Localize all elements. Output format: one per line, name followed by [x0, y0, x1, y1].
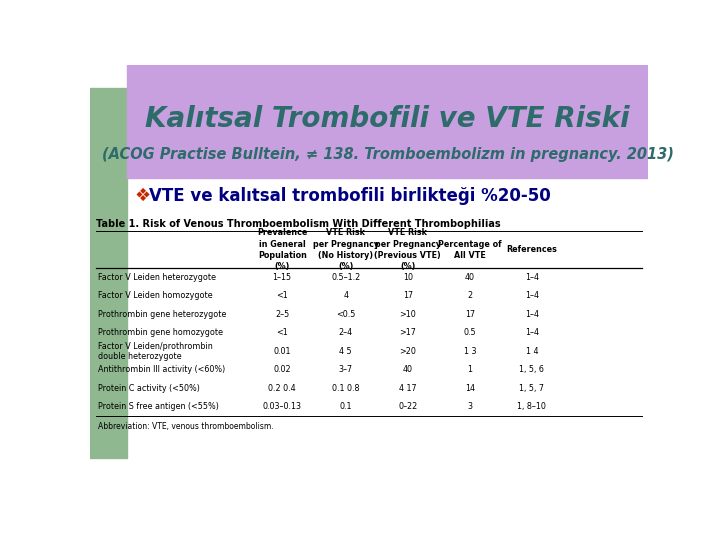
Text: 3: 3 — [467, 402, 472, 411]
Text: 17: 17 — [402, 291, 413, 300]
Text: Prothrombin gene heterozygote: Prothrombin gene heterozygote — [98, 310, 226, 319]
Text: >20: >20 — [400, 347, 416, 356]
Text: 1, 8–10: 1, 8–10 — [517, 402, 546, 411]
Text: 14: 14 — [464, 384, 474, 393]
Text: 40: 40 — [402, 365, 413, 374]
Text: 0.5–1.2: 0.5–1.2 — [331, 273, 361, 282]
Text: Kalıtsal Trombofili ve VTE Riski: Kalıtsal Trombofili ve VTE Riski — [145, 105, 630, 133]
Text: 17: 17 — [464, 310, 474, 319]
Text: Factor V Leiden/prothrombin
double heterozygote: Factor V Leiden/prothrombin double heter… — [98, 341, 212, 361]
Text: Factor V Leiden homozygote: Factor V Leiden homozygote — [98, 291, 212, 300]
Text: 0.1: 0.1 — [340, 402, 352, 411]
Text: Antithrombin III activity (<60%): Antithrombin III activity (<60%) — [98, 365, 225, 374]
Text: 1–4: 1–4 — [525, 291, 539, 300]
Text: 0.1 0.8: 0.1 0.8 — [332, 384, 359, 393]
Text: 2–5: 2–5 — [275, 310, 289, 319]
Text: Table 1. Risk of Venous Thromboembolism With Different Thrombophilias: Table 1. Risk of Venous Thromboembolism … — [96, 219, 501, 229]
Text: 10: 10 — [402, 273, 413, 282]
Text: 40: 40 — [464, 273, 474, 282]
Text: Abbreviation: VTE, venous thromboembolism.: Abbreviation: VTE, venous thromboembolis… — [98, 422, 274, 431]
Text: VTE Risk
per Pregnancy
(No History)
(%): VTE Risk per Pregnancy (No History) (%) — [312, 228, 379, 271]
Text: 1, 5, 7: 1, 5, 7 — [519, 384, 544, 393]
Text: >10: >10 — [400, 310, 416, 319]
Text: 1–4: 1–4 — [525, 273, 539, 282]
Text: <0.5: <0.5 — [336, 310, 356, 319]
Text: 2: 2 — [467, 291, 472, 300]
Text: 4: 4 — [343, 291, 348, 300]
Text: Prevalence
in General
Population
(%): Prevalence in General Population (%) — [257, 228, 307, 271]
Text: 1 3: 1 3 — [464, 347, 476, 356]
Text: 1: 1 — [467, 365, 472, 374]
Text: 4 17: 4 17 — [399, 384, 417, 393]
Text: (ACOG Practise Bulltein, ≠ 138. Tromboembolizm in pregnancy. 2013): (ACOG Practise Bulltein, ≠ 138. Tromboem… — [102, 147, 673, 163]
Text: Protein C activity (<50%): Protein C activity (<50%) — [98, 384, 199, 393]
Bar — [90, 88, 127, 457]
Text: 1–4: 1–4 — [525, 310, 539, 319]
Text: ❖: ❖ — [135, 187, 151, 205]
Text: 0.01: 0.01 — [274, 347, 291, 356]
Text: 0–22: 0–22 — [398, 402, 418, 411]
Text: 0.02: 0.02 — [274, 365, 291, 374]
Text: 0.5: 0.5 — [464, 328, 476, 338]
Text: VTE ve kalıtsal trombofili birlikteği %20-50: VTE ve kalıtsal trombofili birlikteği %2… — [149, 187, 551, 205]
Text: 0.2 0.4: 0.2 0.4 — [269, 384, 296, 393]
Bar — [127, 65, 648, 178]
Text: Percentage of
All VTE: Percentage of All VTE — [438, 240, 502, 260]
Text: 1 4: 1 4 — [526, 347, 538, 356]
Text: <1: <1 — [276, 328, 288, 338]
Text: References: References — [506, 245, 557, 254]
Text: 1–15: 1–15 — [273, 273, 292, 282]
Text: Protein S free antigen (<55%): Protein S free antigen (<55%) — [98, 402, 219, 411]
Text: 2–4: 2–4 — [338, 328, 353, 338]
Text: 4 5: 4 5 — [339, 347, 352, 356]
Text: Prothrombin gene homozygote: Prothrombin gene homozygote — [98, 328, 222, 338]
Text: Factor V Leiden heterozygote: Factor V Leiden heterozygote — [98, 273, 216, 282]
Text: <1: <1 — [276, 291, 288, 300]
Text: 1, 5, 6: 1, 5, 6 — [519, 365, 544, 374]
Text: 3–7: 3–7 — [338, 365, 353, 374]
Text: VTE Risk
per Pregnancy
(Previous VTE)
(%): VTE Risk per Pregnancy (Previous VTE) (%… — [374, 228, 441, 271]
Text: >17: >17 — [400, 328, 416, 338]
Text: 1–4: 1–4 — [525, 328, 539, 338]
Text: 0.03–0.13: 0.03–0.13 — [263, 402, 302, 411]
